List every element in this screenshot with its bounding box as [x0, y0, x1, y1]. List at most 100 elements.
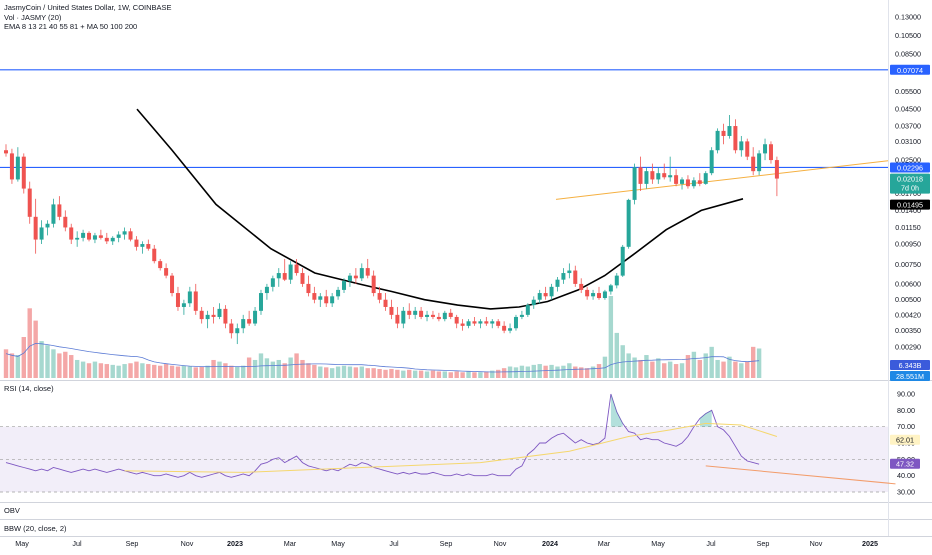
volume-bar [300, 359, 305, 378]
volume-bar [460, 372, 465, 378]
candle-body [365, 268, 370, 276]
volume-bar [549, 364, 554, 378]
volume-bar [454, 371, 459, 378]
candle-body [638, 167, 643, 184]
price-tick-label: 0.00500 [895, 295, 921, 304]
volume-legend: Vol · JASMY (20) [4, 13, 62, 22]
price-tick-label: 0.00420 [895, 310, 921, 319]
candle-body [282, 273, 287, 280]
candle-body [116, 234, 121, 238]
candle-body [229, 323, 234, 334]
volume-bar [51, 349, 56, 378]
volume-bar [709, 346, 714, 378]
volume-bar [252, 359, 258, 378]
volume-bar [33, 320, 38, 378]
volume-bar [312, 364, 317, 378]
candle-body [312, 293, 317, 300]
volume-bar [745, 361, 750, 378]
rsi-overbought-fill [610, 394, 623, 427]
volume-ma-tag [890, 371, 930, 381]
level-price-tag [890, 162, 930, 173]
candle-body [347, 275, 352, 282]
trendline [555, 160, 889, 200]
volume-bar [377, 368, 382, 378]
candle-body [472, 321, 477, 324]
volume-bar [27, 308, 32, 378]
volume-bar [703, 353, 708, 378]
volume-tag [890, 360, 930, 370]
level-price-text: 0.02296 [897, 163, 923, 172]
rsi-tick-label: 80.00 [897, 406, 915, 415]
volume-bar [324, 367, 329, 378]
candle-body [419, 310, 424, 317]
price-tick-label: 0.00350 [895, 326, 921, 335]
rsi-pane [0, 393, 896, 493]
volume-bar [229, 365, 234, 378]
volume-bar [412, 370, 418, 378]
volume-bar [276, 359, 281, 378]
volume-bar [181, 365, 187, 378]
candle-body [146, 244, 151, 249]
candle-body [614, 275, 619, 286]
volume-ma-tag-text: 28.551M [896, 372, 924, 381]
candle-body [484, 321, 489, 324]
candle-body [324, 296, 329, 304]
time-axis-label: Sep [440, 539, 453, 548]
volume-bar [733, 361, 738, 378]
overlay-lines [0, 69, 889, 310]
rsi-label: RSI (14, close) [4, 384, 54, 393]
volume-bar [495, 369, 501, 378]
candle-body [371, 275, 376, 294]
candle-body [519, 314, 524, 317]
candle-body [680, 179, 685, 184]
volume-bar [3, 349, 9, 378]
volume-bar [567, 363, 572, 378]
volume-bar [270, 361, 276, 378]
candle-body [697, 180, 702, 184]
volume-bar [472, 372, 477, 378]
candle-body [205, 314, 210, 320]
candle-body [626, 199, 631, 247]
volume-bar [679, 363, 685, 378]
candle-body [602, 291, 607, 299]
candle-body [122, 231, 127, 235]
time-axis-label: Nov [810, 539, 823, 548]
candle-body [430, 314, 435, 317]
candle-body [597, 293, 601, 299]
volume-bar [235, 366, 240, 378]
volume-bar [329, 368, 335, 378]
volume-bar [353, 367, 359, 378]
rsi-ma-line [124, 422, 778, 473]
candle-body [264, 286, 269, 294]
candle-body [57, 204, 62, 217]
candle-body [330, 296, 335, 304]
grid [0, 0, 932, 537]
candle-body [656, 173, 661, 180]
volume-bar [86, 363, 92, 378]
candle-body [454, 316, 459, 324]
volume-bar [448, 372, 453, 378]
candle-body [662, 173, 667, 178]
volume-bar [436, 371, 442, 378]
candle-body [211, 314, 216, 317]
price-tick-label: 0.00750 [895, 260, 921, 269]
candle-body [276, 273, 281, 279]
candle-body [199, 310, 204, 320]
candle-body [223, 308, 228, 324]
candle-body [573, 270, 578, 284]
volume-bar [163, 364, 169, 378]
candle-body [674, 175, 679, 184]
volume-bar [217, 361, 222, 378]
candle-body [98, 235, 103, 238]
volume-bar [98, 363, 104, 378]
candle-body [413, 310, 418, 315]
candle-body [258, 293, 263, 311]
volume-bar [590, 366, 596, 378]
candle-body [703, 173, 708, 184]
price-tick-label: 0.08500 [895, 49, 921, 58]
volume-bar [484, 371, 489, 378]
candle-body [768, 144, 773, 161]
candle-body [247, 319, 252, 324]
candle-body [757, 153, 762, 172]
price-tick-label: 0.05500 [895, 87, 921, 96]
